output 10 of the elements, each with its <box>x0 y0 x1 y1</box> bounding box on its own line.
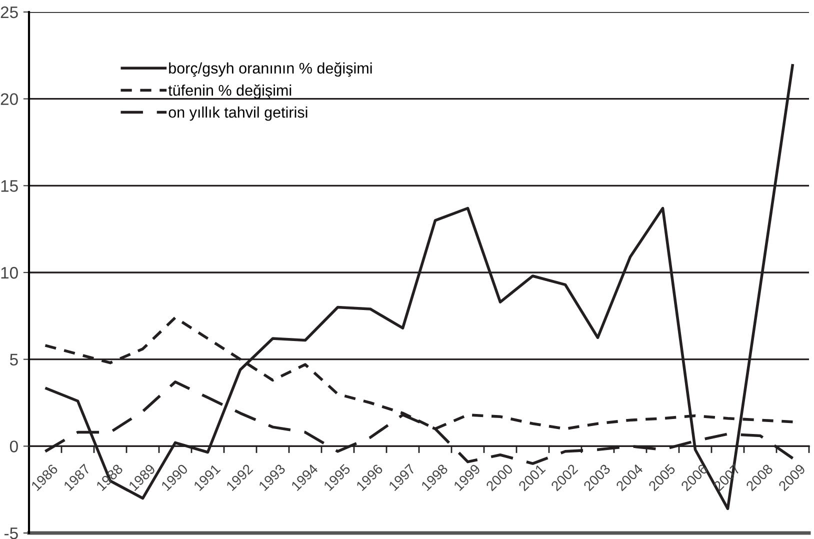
y-tick-label: 0 <box>10 440 18 452</box>
y-tick-label: 20 <box>0 93 18 106</box>
legend-label: on yıllık tahvil getirisi <box>168 106 308 121</box>
y-tick-label: 15 <box>1 180 18 192</box>
y-tick-label: 10 <box>1 266 18 279</box>
legend-label: tüfenin % değişimi <box>168 84 292 99</box>
y-tick-label: -5 <box>4 528 18 539</box>
legend-label: borç/gsyh oranının % değişimi <box>169 62 372 77</box>
y-tick-label: 25 <box>0 6 18 18</box>
y-tick-label: 5 <box>10 354 18 366</box>
